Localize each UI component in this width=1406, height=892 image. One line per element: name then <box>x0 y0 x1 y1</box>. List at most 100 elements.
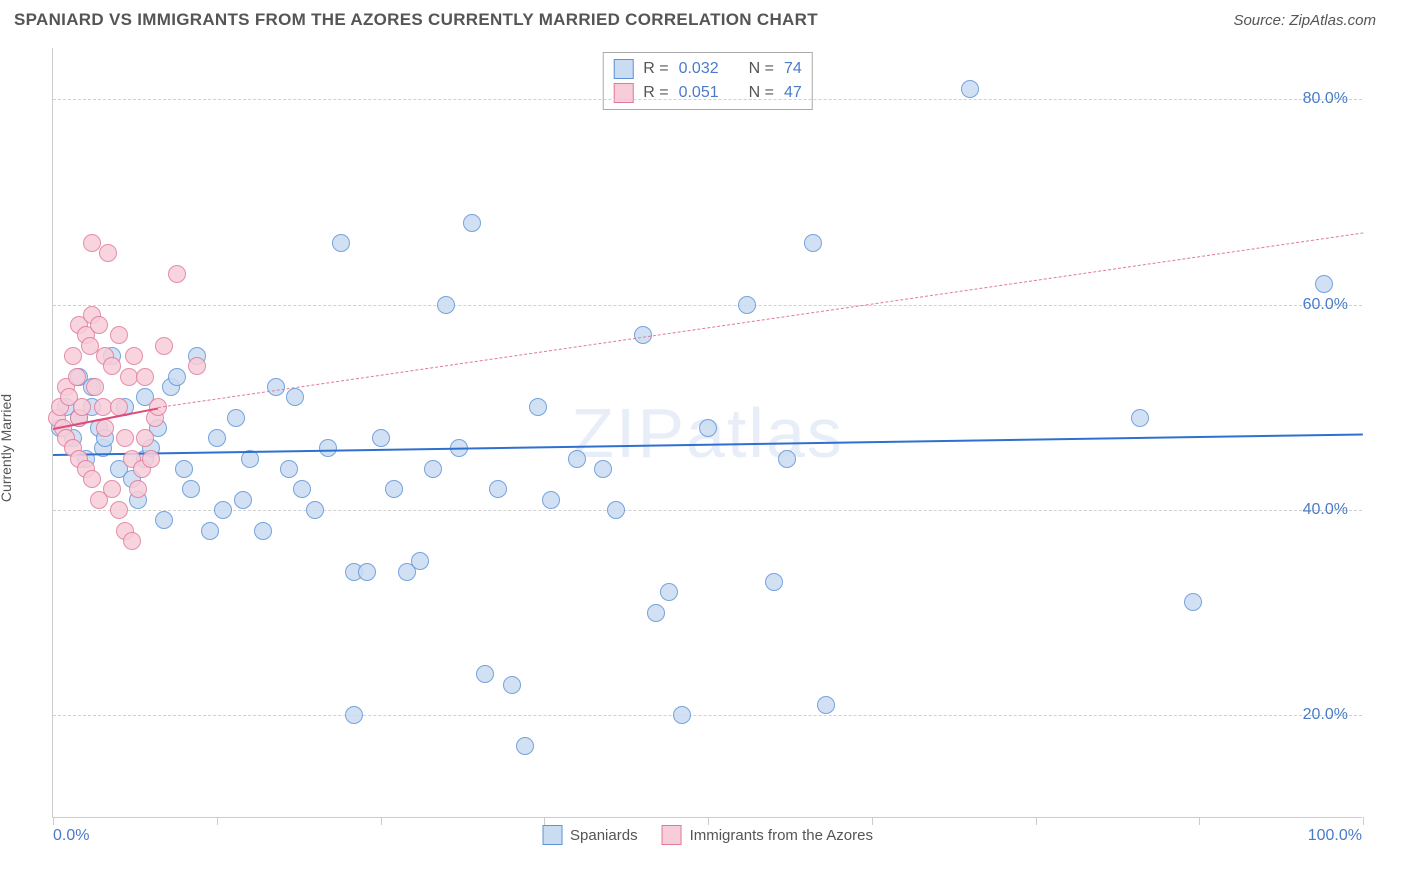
stats-legend-box: R = 0.032 N = 74 R =0.051N =47 <box>602 52 813 110</box>
x-axis-max-label: 100.0% <box>1308 827 1362 845</box>
y-tick-label: 20.0% <box>1303 706 1348 724</box>
y-tick-label: 60.0% <box>1303 296 1348 314</box>
stats-row: R =0.051N =47 <box>613 81 802 105</box>
data-point <box>96 419 114 437</box>
data-point <box>961 80 979 98</box>
data-point <box>227 409 245 427</box>
data-point <box>155 511 173 529</box>
data-point <box>607 501 625 519</box>
gridline <box>53 99 1362 100</box>
y-tick-label: 40.0% <box>1303 501 1348 519</box>
data-point <box>90 316 108 334</box>
data-point <box>1131 409 1149 427</box>
data-point <box>293 480 311 498</box>
data-point <box>168 265 186 283</box>
data-point <box>358 563 376 581</box>
data-point <box>142 450 160 468</box>
stat-n-label: N = <box>749 60 774 78</box>
x-tick <box>1199 817 1200 825</box>
data-point <box>1184 593 1202 611</box>
data-point <box>234 491 252 509</box>
data-point <box>175 460 193 478</box>
x-tick <box>872 817 873 825</box>
data-point <box>1315 275 1333 293</box>
data-point <box>516 737 534 755</box>
data-point <box>182 480 200 498</box>
data-point <box>129 480 147 498</box>
stats-row: R = 0.032 N = 74 <box>613 57 802 81</box>
data-point <box>647 604 665 622</box>
stat-r-label: R = <box>643 60 668 78</box>
data-point <box>116 429 134 447</box>
plot-area: ZIPatlas R =0.032N =74R =0.051N =47 0.0%… <box>52 48 1362 818</box>
legend-swatch <box>542 825 562 845</box>
gridline <box>53 305 1362 306</box>
chart-source: Source: ZipAtlas.com <box>1233 12 1376 29</box>
data-point <box>136 368 154 386</box>
data-point <box>503 676 521 694</box>
data-point <box>68 368 86 386</box>
data-point <box>594 460 612 478</box>
x-tick <box>217 817 218 825</box>
data-point <box>489 480 507 498</box>
data-point <box>319 439 337 457</box>
legend-item: Immigrants from the Azores <box>662 825 873 845</box>
data-point <box>188 357 206 375</box>
data-point <box>103 480 121 498</box>
data-point <box>254 522 272 540</box>
y-axis-label: Currently Married <box>0 394 14 502</box>
legend-label: Immigrants from the Azores <box>690 827 873 844</box>
data-point <box>208 429 226 447</box>
chart-title: SPANIARD VS IMMIGRANTS FROM THE AZORES C… <box>14 10 818 30</box>
legend-swatch <box>662 825 682 845</box>
data-point <box>86 378 104 396</box>
chart-container: Currently Married ZIPatlas R =0.032N =74… <box>14 48 1392 848</box>
data-point <box>778 450 796 468</box>
data-point <box>99 244 117 262</box>
x-tick <box>1036 817 1037 825</box>
data-point <box>372 429 390 447</box>
data-point <box>385 480 403 498</box>
data-point <box>463 214 481 232</box>
data-point <box>168 368 186 386</box>
x-axis-min-label: 0.0% <box>53 827 89 845</box>
stat-r-value: 0.032 <box>679 60 719 78</box>
data-point <box>411 552 429 570</box>
data-point <box>424 460 442 478</box>
data-point <box>64 347 82 365</box>
legend-swatch <box>613 59 633 79</box>
x-tick <box>544 817 545 825</box>
data-point <box>673 706 691 724</box>
data-point <box>306 501 324 519</box>
x-tick <box>708 817 709 825</box>
x-tick <box>1363 817 1364 825</box>
data-point <box>765 573 783 591</box>
trend-line-extrapolated <box>158 233 1363 409</box>
data-point <box>804 234 822 252</box>
data-point <box>123 532 141 550</box>
data-point <box>125 347 143 365</box>
stat-n-value: 74 <box>784 60 802 78</box>
data-point <box>155 337 173 355</box>
x-tick <box>53 817 54 825</box>
data-point <box>286 388 304 406</box>
data-point <box>529 398 547 416</box>
data-point <box>110 326 128 344</box>
data-point <box>110 501 128 519</box>
gridline <box>53 510 1362 511</box>
data-point <box>476 665 494 683</box>
data-point <box>201 522 219 540</box>
x-tick <box>381 817 382 825</box>
y-tick-label: 80.0% <box>1303 90 1348 108</box>
data-point <box>332 234 350 252</box>
data-point <box>267 378 285 396</box>
data-point <box>345 706 363 724</box>
data-point <box>437 296 455 314</box>
data-point <box>280 460 298 478</box>
chart-header: SPANIARD VS IMMIGRANTS FROM THE AZORES C… <box>0 0 1406 38</box>
data-point <box>817 696 835 714</box>
legend-label: Spaniards <box>570 827 638 844</box>
data-point <box>136 429 154 447</box>
data-point <box>214 501 232 519</box>
data-point <box>542 491 560 509</box>
